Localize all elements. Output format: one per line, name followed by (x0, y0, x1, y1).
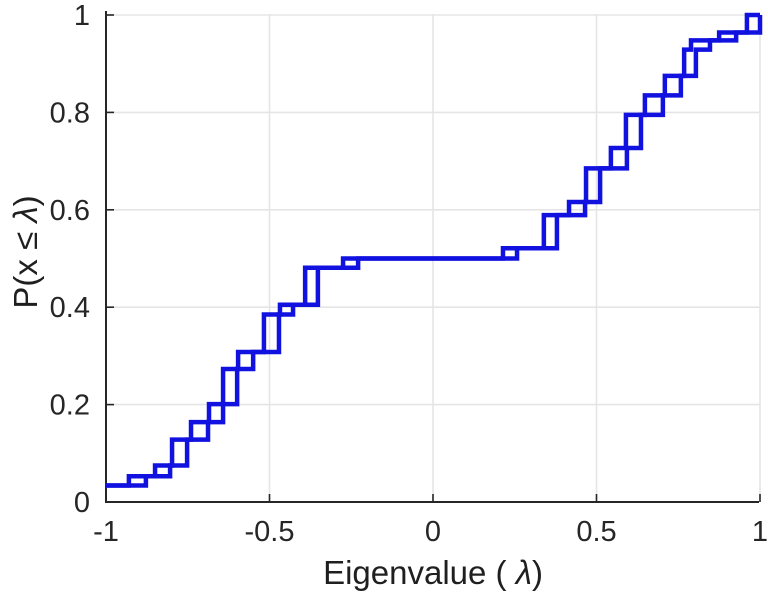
y-tick-label: 0.6 (50, 195, 90, 227)
y-axis-label-suffix: ) (7, 195, 44, 207)
x-axis-label: Eigenvalue ( λ) (106, 554, 760, 592)
x-tick-label: 1 (752, 516, 768, 548)
x-tick-label: 0.5 (576, 516, 616, 548)
y-axis-label-text: P(x (7, 249, 44, 309)
x-tick-label: -1 (93, 516, 119, 548)
x-tick-label: -0.5 (245, 516, 295, 548)
y-tick-label: 0.2 (50, 390, 90, 422)
x-axis-label-text: Eigenvalue ( (323, 554, 516, 591)
x-axis-label-lambda: λ (515, 554, 532, 591)
ecdf-trailing-curve (106, 15, 763, 488)
y-axis-label: P(x ≤ λ) (7, 195, 45, 308)
y-tick-label: 0.8 (50, 97, 90, 129)
x-tick-label: 0 (425, 516, 441, 548)
y-axis-label-lambda: λ (7, 206, 44, 223)
y-tick-label: 1 (74, 0, 90, 32)
x-axis-label-suffix: ) (531, 554, 543, 591)
y-tick-label: 0 (74, 487, 90, 519)
y-tick-label: 0.4 (50, 292, 90, 324)
ecdf-leading-curve (106, 12, 760, 488)
y-axis-label-leq: ≤ (7, 222, 44, 250)
